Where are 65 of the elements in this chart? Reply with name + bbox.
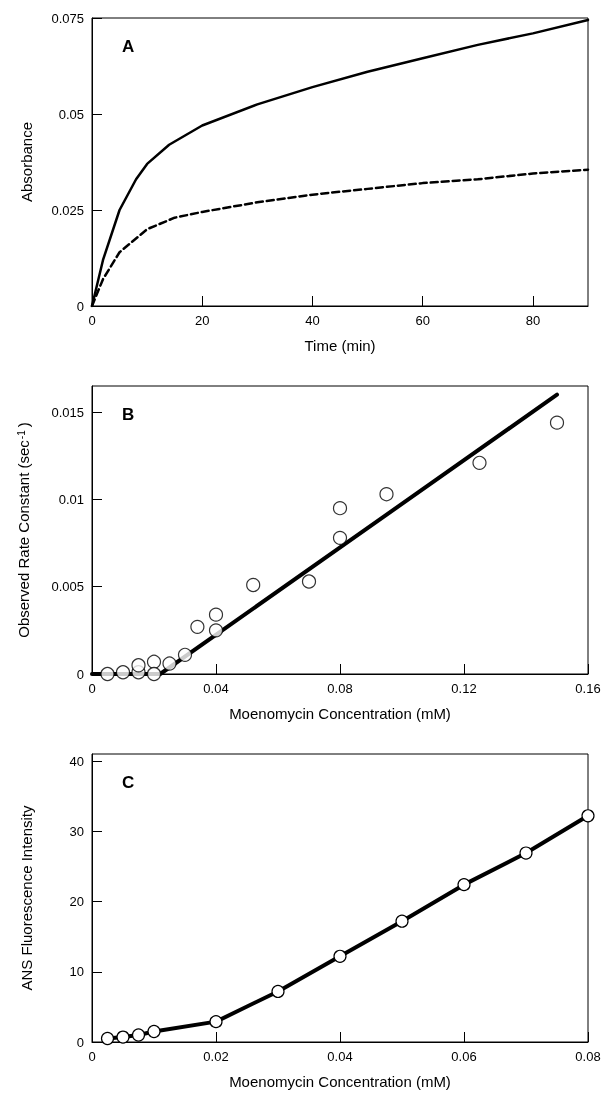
y-tick-label: 0 <box>76 298 84 314</box>
x-tick-label: 0 <box>88 681 96 696</box>
point <box>379 487 394 502</box>
point <box>162 656 177 671</box>
x-tick-label: 0.08 <box>575 1049 601 1064</box>
point <box>177 647 193 662</box>
point <box>146 654 162 669</box>
point <box>332 530 348 545</box>
y-tick-label: 30 <box>69 823 84 839</box>
x-tick-label: 0.08 <box>327 681 353 696</box>
point <box>332 501 348 516</box>
point <box>131 658 146 673</box>
y-tick-label: 0.01 <box>58 491 84 507</box>
x-tick-label: 0.06 <box>451 1049 477 1064</box>
point <box>581 809 595 823</box>
point <box>116 1030 130 1044</box>
point <box>333 949 347 963</box>
point <box>519 846 533 860</box>
y-axis-title: Observed Rate Constant (sec-1) <box>14 422 32 638</box>
x-tick-label: 0 <box>88 1049 96 1064</box>
y-tick-label: 0.075 <box>51 10 84 26</box>
y-axis-title: Absorbance <box>18 121 35 203</box>
y-tick-label: 0.05 <box>58 106 84 122</box>
point <box>457 878 471 892</box>
y-tick-label: 0.005 <box>51 579 84 595</box>
x-tick-label: 0.16 <box>575 681 601 696</box>
point <box>301 574 317 589</box>
point <box>549 415 565 430</box>
x-tick-label: 60 <box>415 313 430 328</box>
point <box>472 455 487 470</box>
point <box>209 1015 223 1029</box>
y-tick-label: 0.025 <box>51 202 84 218</box>
point <box>100 1031 115 1046</box>
point <box>146 666 162 682</box>
x-tick-label: 0.04 <box>203 681 229 696</box>
x-tick-label: 80 <box>525 313 541 328</box>
x-tick-label: 20 <box>194 313 210 328</box>
annotation: A <box>122 37 135 56</box>
x-tick-label: 0.04 <box>327 1049 353 1064</box>
x-tick-label: 0 <box>88 313 96 328</box>
y-tick-label: 10 <box>69 964 84 980</box>
x-tick-label: 40 <box>305 313 320 328</box>
y-tick-label: 0.015 <box>51 404 84 420</box>
point <box>271 984 285 999</box>
point <box>190 619 205 634</box>
point <box>100 666 115 682</box>
point <box>208 607 224 622</box>
x-axis-title: Moenomycin Concentration (mM) <box>229 1073 451 1090</box>
y-tick-label: 40 <box>69 753 84 769</box>
y-tick-label: 20 <box>69 894 84 910</box>
point <box>131 1028 146 1042</box>
point <box>395 914 409 928</box>
point <box>147 1024 161 1039</box>
x-tick-label: 0.02 <box>203 1049 229 1064</box>
point <box>246 577 261 593</box>
y-tick-label: 0 <box>76 1034 84 1050</box>
annotation: C <box>122 773 135 792</box>
point <box>208 623 224 638</box>
y-tick-label: 0 <box>76 666 84 682</box>
x-axis-title: Moenomycin Concentration (mM) <box>229 705 451 722</box>
x-tick-label: 0.12 <box>451 681 477 696</box>
y-axis-title: ANS Fluorescence Intensity <box>18 804 35 991</box>
x-axis-title: Time (min) <box>304 337 376 354</box>
annotation: B <box>122 405 135 424</box>
point <box>115 665 131 680</box>
